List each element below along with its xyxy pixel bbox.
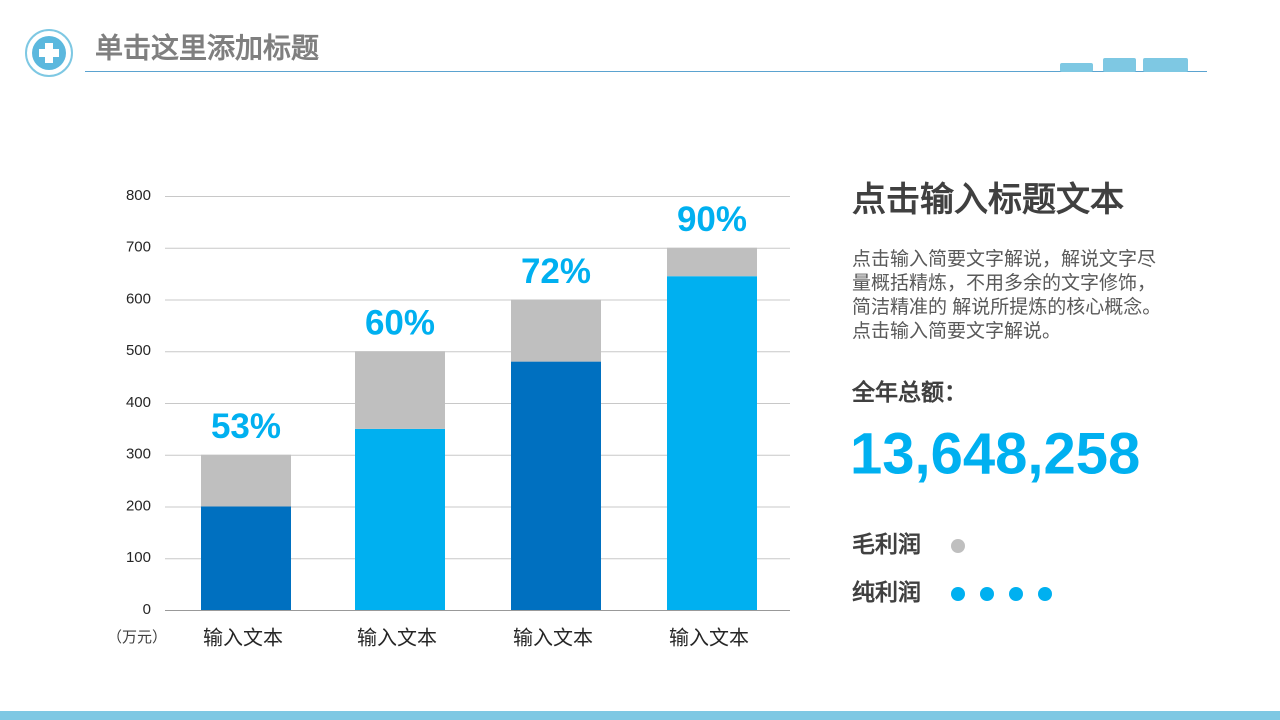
bar-segment [667, 247, 757, 277]
y-tick-label: 0 [143, 601, 151, 618]
y-tick-label: 800 [126, 187, 151, 204]
bar-label: 60% [365, 304, 435, 343]
bar-segment [667, 276, 757, 610]
y-tick-label: 600 [126, 290, 151, 307]
side-heading: 点击输入标题文本 [852, 181, 1124, 219]
legend-dot [1038, 587, 1052, 601]
legend-dot [1009, 587, 1023, 601]
y-tick-label: 300 [126, 446, 151, 463]
deco [1103, 58, 1136, 72]
side-text: 量概括精炼，不用多余的文字修饰， [852, 272, 1156, 294]
bar-segment [355, 351, 445, 429]
y-tick-label: 400 [126, 394, 151, 411]
legend-label: 纯利润 [852, 579, 921, 605]
bar-segment [511, 299, 601, 362]
bar-segment [355, 428, 445, 610]
x-tick-label: 输入文本 [513, 626, 593, 649]
x-tick-label: 输入文本 [357, 626, 437, 649]
y-tick-label: 200 [126, 497, 151, 514]
page-title: 单击这里添加标题 [95, 31, 319, 63]
side-text: 简洁精准的 解说所提炼的核心概念。 [852, 295, 1161, 318]
bar-label: 53% [211, 407, 281, 446]
total-label: 全年总额： [851, 379, 967, 405]
legend-dot [980, 587, 994, 601]
legend-dot [951, 539, 965, 553]
y-tick-label: 500 [126, 342, 151, 359]
side-text: 点击输入简要文字解说，解说文字尽 [852, 248, 1156, 270]
logo-cross [39, 43, 59, 63]
bar-label: 90% [677, 200, 747, 239]
x-tick-label: 输入文本 [203, 626, 283, 649]
total-value: 13,648,258 [850, 421, 1140, 486]
bar-segment [201, 506, 291, 610]
deco [1143, 58, 1188, 72]
side-text: 点击输入简要文字解说。 [852, 320, 1061, 342]
y-unit: （万元） [107, 629, 167, 646]
footer-band [0, 711, 1280, 720]
legend-dot [951, 587, 965, 601]
legend-label: 毛利润 [852, 531, 921, 557]
x-tick-label: 输入文本 [669, 626, 749, 649]
y-tick-label: 700 [126, 239, 151, 256]
y-tick-label: 100 [126, 549, 151, 566]
bar-segment [201, 454, 291, 507]
deco [1060, 63, 1093, 72]
bar-label: 72% [521, 252, 591, 291]
bar-segment [511, 361, 601, 610]
